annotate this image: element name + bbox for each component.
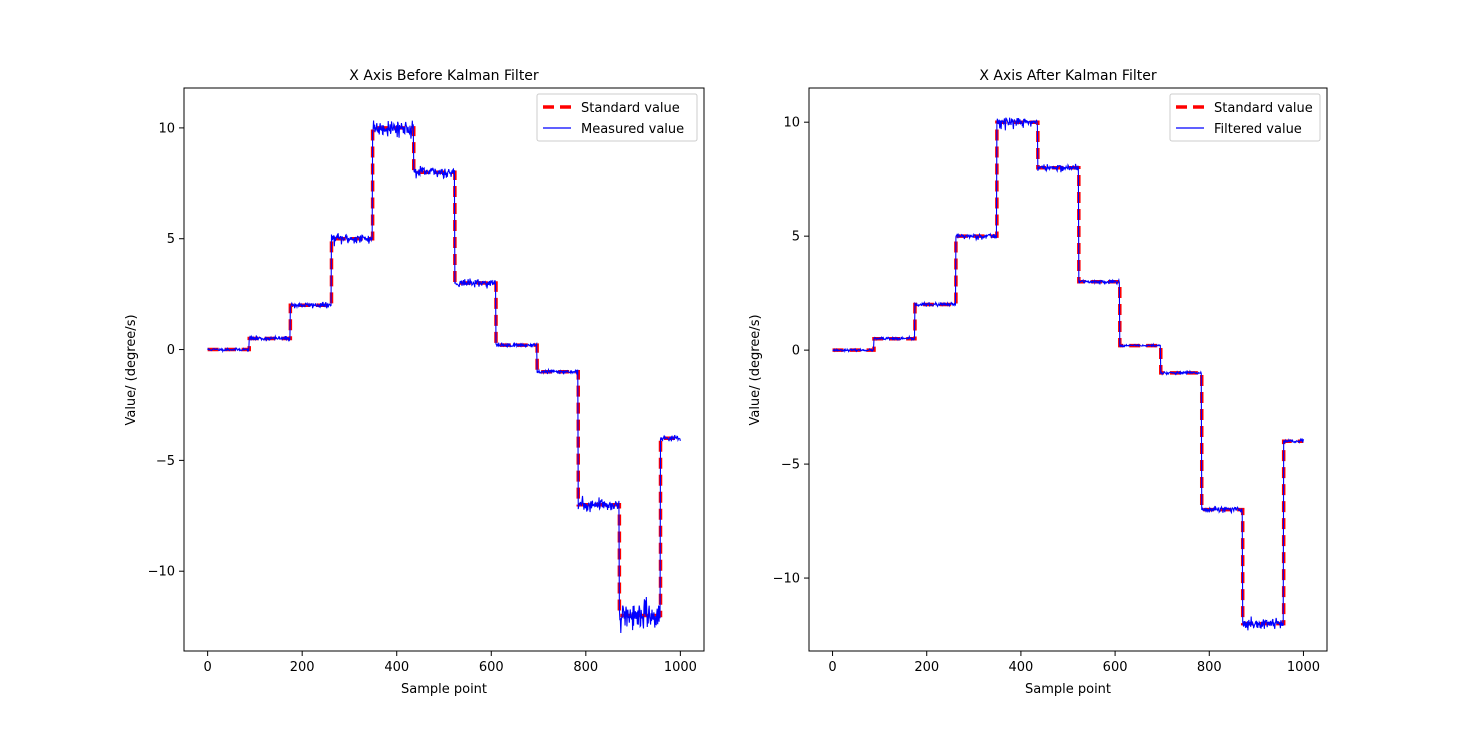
series-before: [207, 120, 681, 634]
plot-area-after: [808, 87, 1328, 652]
x-tick-label: 0: [203, 660, 211, 675]
y-axis-label-before: Value/ (degree/s): [124, 314, 139, 425]
legend-before: Standard value Measured value: [536, 93, 698, 142]
x-tick-label: 0: [828, 660, 836, 675]
x-axis-label-after: Sample point: [1025, 682, 1111, 697]
series-after: [832, 117, 1304, 631]
legend-standard-label: Standard value: [1214, 101, 1313, 116]
y-tick-label: −10: [148, 565, 175, 580]
legend-after: Standard value Filtered value: [1169, 93, 1321, 142]
ticks-before: 0 200 400 600 800 1000 −10 −5 0 5 10: [148, 121, 697, 675]
x-tick-label: 200: [290, 660, 315, 675]
y-tick-label: 10: [158, 121, 175, 136]
measured-value-line: [207, 120, 681, 634]
x-tick-label: 1000: [1287, 660, 1320, 675]
x-axis-label-before: Sample point: [401, 682, 487, 697]
legend-box: [1169, 93, 1321, 142]
y-tick-label: 5: [167, 232, 175, 247]
y-axis-label-after: Value/ (degree/s): [748, 314, 763, 425]
y-tick-label: 0: [167, 343, 175, 358]
x-tick-label: 1000: [664, 660, 697, 675]
chart-title-after: X Axis After Kalman Filter: [979, 68, 1156, 84]
chart-before-filter: X Axis Before Kalman Filter Sample point…: [124, 68, 705, 697]
filtered-value-line: [832, 117, 1304, 631]
y-tick-label: 0: [792, 344, 800, 359]
x-tick-label: 400: [384, 660, 409, 675]
y-tick-label: −5: [781, 458, 800, 473]
x-tick-label: 600: [479, 660, 504, 675]
y-tick-label: −10: [773, 572, 800, 587]
x-tick-label: 400: [1008, 660, 1033, 675]
x-tick-label: 800: [573, 660, 598, 675]
y-tick-label: 10: [783, 116, 800, 131]
legend-measured-label: Filtered value: [1214, 122, 1302, 137]
x-tick-label: 800: [1197, 660, 1222, 675]
y-tick-label: −5: [156, 454, 175, 469]
y-tick-label: 5: [792, 230, 800, 245]
chart-after-filter: X Axis After Kalman Filter Sample point …: [748, 68, 1328, 697]
chart-title-before: X Axis Before Kalman Filter: [349, 68, 539, 84]
plot-area-before: [183, 87, 705, 652]
legend-box: [536, 93, 698, 142]
x-tick-label: 200: [914, 660, 939, 675]
legend-measured-label: Measured value: [581, 122, 684, 137]
x-tick-label: 600: [1103, 660, 1128, 675]
ticks-after: 0 200 400 600 800 1000 −10 −5 0 5 10: [773, 116, 1320, 675]
legend-standard-label: Standard value: [581, 101, 680, 116]
